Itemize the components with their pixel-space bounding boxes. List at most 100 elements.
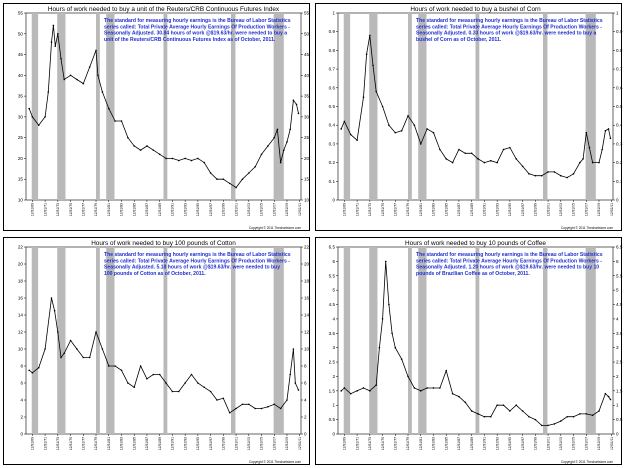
x-tick-label: 12/31/85 (444, 437, 448, 450)
recession-bar (475, 247, 480, 434)
y-tick-label-right: 2.5 (616, 360, 623, 365)
y-tick-label: 6 (20, 381, 23, 386)
data-point (184, 157, 186, 160)
recession-bar (230, 13, 236, 200)
data-point (496, 161, 498, 164)
data-point (95, 331, 97, 333)
x-tick-label: 12/31/79 (94, 203, 98, 216)
data-point (171, 390, 174, 393)
y-tick-label-right: 6 (304, 381, 307, 386)
y-tick-label-right: 0.1 (616, 179, 623, 184)
chart-panel-corn: Hours of work needed to buy a bushel of … (315, 3, 623, 231)
x-tick-label: 12/31/69 (31, 437, 35, 450)
recession-bar (542, 13, 548, 200)
y-tick-label-right: 15 (304, 177, 310, 182)
note-line: series called: Total Private Average Hou… (416, 258, 602, 264)
note-line: unit of the Reuters/CRB Continuous Futur… (104, 37, 276, 43)
y-tick-label-right: 10 (304, 347, 310, 352)
data-point (579, 161, 581, 164)
x-tick-label: 12/31/73 (368, 437, 372, 450)
series-line (28, 297, 299, 414)
data-point (267, 145, 269, 147)
note-line: Seasonally Adjusted. 5.18 hours of work … (104, 265, 280, 271)
data-point (133, 145, 136, 147)
data-point (197, 157, 199, 160)
y-tick-label-right: 45 (304, 52, 310, 57)
chart-title: Hours of work needed to buy 10 pounds of… (405, 240, 546, 247)
data-point (591, 161, 594, 164)
y-tick-label-right: 0.5 (616, 104, 623, 109)
y-tick-label: 0 (332, 198, 335, 203)
y-tick-label: 0.4 (329, 123, 336, 128)
data-point (340, 128, 342, 130)
data-point (165, 382, 167, 384)
data-point (158, 153, 161, 156)
recession-bar (57, 13, 66, 200)
data-point (477, 158, 479, 160)
data-point (496, 404, 498, 407)
x-tick-label: 12/31/01 (234, 203, 238, 216)
data-point (343, 387, 346, 389)
data-point (76, 78, 78, 81)
data-point (248, 172, 250, 174)
data-point (540, 174, 543, 177)
y-tick-label-right: 0.3 (616, 141, 623, 146)
y-tick-label: 45 (18, 52, 24, 57)
note-line: Seasonally Adjusted. 0.33 hours of work … (416, 31, 596, 37)
data-point (286, 399, 288, 401)
data-point (294, 382, 297, 384)
recession-bar (408, 247, 412, 434)
x-tick-label: 12/31/01 (546, 437, 550, 450)
y-tick-label: 0.3 (329, 141, 336, 146)
data-point (349, 133, 352, 136)
data-point (458, 148, 460, 151)
x-tick-label: 12/31/81 (419, 203, 423, 216)
data-point (432, 131, 435, 134)
data-point (426, 128, 428, 130)
y-tick-label: 15 (18, 177, 24, 182)
x-tick-label: 12/31/91 (483, 203, 487, 216)
data-point (60, 57, 62, 60)
data-point (292, 99, 295, 102)
copyright-text: Copyright © 2011 Thechartstore.com (249, 226, 301, 230)
x-tick-label: 12/31/81 (107, 437, 111, 450)
recession-bar (31, 247, 39, 434)
data-point (254, 407, 256, 410)
x-tick-label: 12/31/79 (406, 203, 410, 216)
data-point (216, 178, 218, 181)
y-tick-label: 5.5 (329, 273, 336, 278)
note-line: pounds of Brazilian Coffee as of October… (416, 271, 530, 277)
x-tick-label: 12/31/81 (419, 437, 423, 450)
series-line (340, 35, 611, 179)
data-point (28, 369, 30, 372)
x-tick-label: 12/31/09 (597, 203, 601, 216)
x-tick-label: 12/31/09 (597, 437, 601, 450)
y-tick-label-right: 0 (616, 432, 619, 437)
data-point (235, 186, 237, 189)
data-point (203, 386, 206, 389)
data-point (101, 91, 104, 93)
y-tick-label-right: 2 (304, 415, 307, 420)
x-tick-label: 12/31/85 (444, 203, 448, 216)
y-tick-label: 4 (20, 398, 23, 403)
data-point (604, 130, 607, 132)
data-point (572, 173, 575, 175)
data-point (483, 161, 486, 164)
data-point (540, 424, 543, 427)
data-point (254, 165, 256, 168)
data-point (31, 116, 34, 118)
y-tick-label-right: 4 (304, 398, 307, 403)
note-line: Seasonally Adjusted. 30.84 hours of work… (104, 31, 287, 37)
recession-bar (163, 13, 168, 200)
data-point (528, 173, 530, 175)
data-point (572, 415, 575, 418)
data-point (400, 358, 403, 360)
y-tick-label-right: 0 (616, 198, 619, 203)
y-tick-label-right: 30 (304, 114, 310, 119)
y-tick-label: 6.5 (329, 245, 336, 250)
data-point (445, 369, 448, 372)
data-point (97, 74, 99, 77)
x-tick-label: 12/31/69 (343, 203, 347, 216)
data-point (50, 297, 53, 299)
data-point (139, 149, 142, 151)
